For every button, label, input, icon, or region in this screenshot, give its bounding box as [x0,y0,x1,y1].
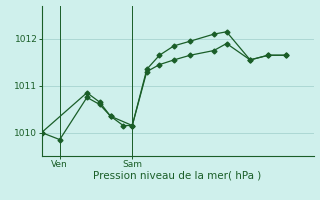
X-axis label: Pression niveau de la mer( hPa ): Pression niveau de la mer( hPa ) [93,171,262,181]
